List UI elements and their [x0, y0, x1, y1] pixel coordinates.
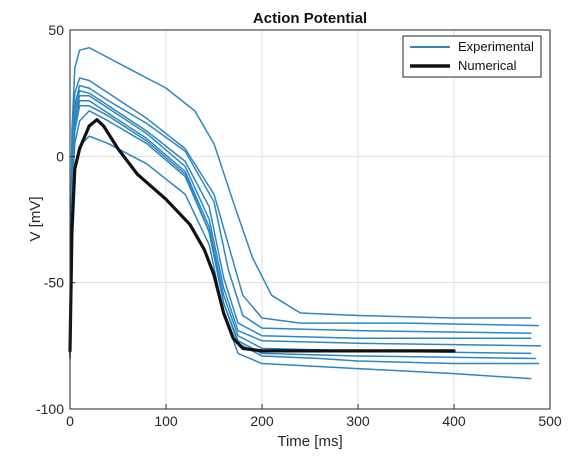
x-axis-label: Time [ms] — [277, 433, 342, 450]
experimental-series-line — [69, 110, 537, 360]
ticks: 0 100 200 300 400 500 -100 -50 0 50 — [36, 22, 562, 429]
y-axis-label: V [mV] — [27, 196, 44, 241]
experimental-series-line — [69, 46, 532, 355]
y-tick-label: 50 — [48, 22, 64, 38]
x-tick-label: 0 — [66, 413, 74, 429]
x-tick-label: 400 — [442, 413, 466, 429]
experimental-series-line — [69, 77, 540, 360]
y-tick-label: 0 — [56, 148, 64, 164]
experimental-series-line — [69, 84, 532, 355]
experimental-series-line — [69, 105, 540, 365]
y-tick-label: -50 — [44, 275, 64, 291]
plot-frame — [69, 29, 551, 410]
x-tick-label: 300 — [346, 413, 370, 429]
y-tick-label: -100 — [36, 401, 64, 417]
experimental-series-line — [69, 100, 532, 355]
legend: Experimental Numerical — [402, 35, 542, 78]
chart-title: Action Potential — [253, 10, 367, 27]
legend-label-experimental: Experimental — [458, 39, 534, 54]
experimental-series-line — [69, 89, 532, 357]
legend-label-numerical: Numerical — [458, 58, 517, 73]
x-tick-label: 100 — [154, 413, 178, 429]
x-tick-label: 500 — [538, 413, 562, 429]
x-tick-label: 200 — [250, 413, 274, 429]
numerical-series-line — [68, 118, 456, 353]
series-layer — [68, 46, 542, 380]
experimental-series-line — [69, 94, 542, 352]
legend-box — [402, 35, 542, 78]
